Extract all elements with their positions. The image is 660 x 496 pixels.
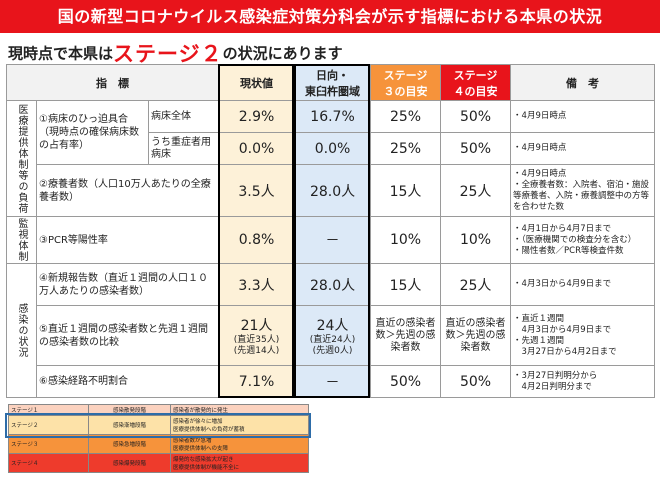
- indicator-unknown-route: ⑥感染経路不明割合: [35, 365, 220, 398]
- stage3-threshold: 15人: [370, 164, 442, 217]
- legend-phase: 感染急増段階: [88, 434, 171, 454]
- stage4-threshold: 50%: [440, 365, 512, 398]
- legend-phase: 感染爆発段階: [88, 453, 171, 473]
- current-stage-text: ステージ２: [113, 42, 223, 66]
- remark: ・3月27日判明分から 4月2日判明分まで: [510, 365, 656, 398]
- category-medical: 医療提供体制等の負荷: [6, 100, 37, 217]
- table-row: 医療提供体制等の負荷 ①病床のひっ迫具合（現時点の確保病床数の占有率） 病床全体…: [6, 100, 656, 217]
- stage4-threshold: 50%: [440, 100, 512, 133]
- table-row: ⑤直近１週間の感染者数と先週１週間の感染者数の比較 21人 (直近35人) (先…: [7, 305, 656, 366]
- stage4-threshold: 25人: [440, 263, 512, 306]
- remark: ・4月3日から4月9日まで: [510, 263, 656, 306]
- header-stage3: ステージ ３の目安: [370, 64, 442, 101]
- table-row: ⑥感染経路不明割合 7.1% － 50% 50% ・3月27日判明分から 4月2…: [7, 365, 656, 398]
- legend-row: ステージ４ 感染爆発段階 爆発的な感染拡大が起き 医療提供体制が機能不全に: [8, 453, 309, 473]
- table-row: 感染の状況 ④新規報告数（直近１週間の人口１０万人あたりの感染者数） 3.3人 …: [6, 263, 656, 398]
- remark: ・4月1日から4月7日まで ・（医療機関での検査分を含む） ・陽性者数／PCR等…: [510, 216, 656, 264]
- hyuga-value: 28.0人: [294, 263, 372, 306]
- stage3-threshold: 25%: [370, 100, 442, 133]
- current-value: 3.5人: [218, 164, 296, 217]
- status-subtitle: 現時点で本県はステージ２の状況にあります: [8, 38, 343, 66]
- current-value: 0.8%: [218, 216, 296, 264]
- remark: ・4月9日時点 ・全療養者数：入院者、宿泊・施設等療養者、入院・療養調整中の方等…: [510, 164, 656, 217]
- stage3-threshold: 10%: [370, 216, 442, 264]
- category-monitor: 監視体制: [6, 216, 37, 264]
- header-indicator: 指 標: [5, 64, 220, 101]
- table-row: うち重症者用病床 0.0% 0.0% 25% 50% ・4月9日時点: [7, 132, 656, 165]
- subtitle-prefix: 現時点で本県は: [8, 44, 114, 63]
- stage3-threshold: 25%: [370, 132, 442, 165]
- stage3-threshold: 直近の感染者数＞先週の感染者数: [370, 305, 442, 366]
- table-row: 監視体制 ③PCR等陽性率 0.8% － 10% 10% ・4月1日から4月7日…: [6, 216, 656, 264]
- indicator-bed-occupancy: ①病床のひっ迫具合（現時点の確保病床数の占有率）: [36, 100, 149, 165]
- legend-desc: 爆発的な感染拡大が起き 医療提供体制が機能不全に: [170, 453, 309, 473]
- stage-legend: ステージ１ 感染散発段階 感染者が散発的に発生 ステージ２ 感染漸増段階 感染者…: [8, 404, 309, 473]
- hyuga-value: －: [294, 216, 372, 264]
- hyuga-value: 28.0人: [294, 164, 372, 217]
- subtitle-suffix: の状況にあります: [222, 44, 343, 63]
- indicator-table: 指 標 現状値 日向・ 東臼杵圏域 ステージ ３の目安 ステージ ４の目安 備 考 医…: [5, 64, 656, 398]
- legend-desc: 感染者が徐々に増加 医療提供体制への負荷が蓄積: [170, 415, 309, 435]
- stage3-threshold: 50%: [370, 365, 442, 398]
- hyuga-value: 24人 (直近24人) (先週0人): [294, 305, 372, 366]
- indicator-weekly-compare: ⑤直近１週間の感染者数と先週１週間の感染者数の比較: [35, 305, 220, 366]
- stage4-threshold: 25人: [440, 164, 512, 217]
- header-stage4: ステージ ４の目安: [440, 64, 512, 101]
- remark: ・直近１週間 4月3日から4月9日まで ・先週１週間 3月27日から4月2日まで: [510, 305, 656, 366]
- legend-desc: 感染者が散発的に発生: [170, 404, 309, 416]
- legend-row: ステージ２ 感染漸増段階 感染者が徐々に増加 医療提供体制への負荷が蓄積: [8, 415, 309, 435]
- current-value: 3.3人: [218, 263, 296, 306]
- stage4-threshold: 50%: [440, 132, 512, 165]
- current-value: 7.1%: [218, 365, 296, 398]
- legend-row: ステージ３ 感染急増段階 感染者数が急増 医療提供体制への支障: [8, 434, 309, 454]
- legend-stage: ステージ２: [8, 415, 89, 435]
- hyuga-value: 16.7%: [294, 100, 372, 133]
- stage3-threshold: 15人: [370, 263, 442, 306]
- current-value: 21人 (直近35人) (先週14人): [218, 305, 296, 366]
- hyuga-value: －: [294, 365, 372, 398]
- legend-stage: ステージ３: [8, 434, 89, 454]
- sub-all-beds: 病床全体: [147, 100, 220, 133]
- legend-row: ステージ１ 感染散発段階 感染者が散発的に発生: [8, 404, 309, 416]
- table-header-row: 指 標 現状値 日向・ 東臼杵圏域 ステージ ３の目安 ステージ ４の目安 備 考: [5, 64, 656, 101]
- hyuga-value: 0.0%: [294, 132, 372, 165]
- category-infection: 感染の状況: [6, 263, 37, 398]
- indicator-patients: ②療養者数（人口10万人あたりの全療養者数）: [35, 164, 220, 217]
- legend-phase: 感染漸増段階: [88, 415, 171, 435]
- legend-phase: 感染散発段階: [88, 404, 171, 416]
- current-value: 2.9%: [218, 100, 296, 133]
- legend-stage: ステージ１: [8, 404, 89, 416]
- header-hyuga: 日向・ 東臼杵圏域: [294, 64, 372, 101]
- sub-severe-beds: うち重症者用病床: [147, 132, 220, 165]
- table-row: ②療養者数（人口10万人あたりの全療養者数） 3.5人 28.0人 15人 25…: [7, 164, 656, 217]
- remark: ・4月9日時点: [510, 100, 656, 133]
- remark: ・4月9日時点: [510, 132, 656, 165]
- indicator-new-reports: ④新規報告数（直近１週間の人口１０万人あたりの感染者数）: [35, 263, 220, 306]
- legend-desc: 感染者数が急増 医療提供体制への支障: [170, 434, 309, 454]
- indicator-pcr: ③PCR等陽性率: [35, 216, 220, 264]
- stage4-threshold: 10%: [440, 216, 512, 264]
- legend-stage: ステージ４: [8, 453, 89, 473]
- header-current: 現状値: [218, 64, 296, 101]
- stage4-threshold: 直近の感染者数＞先週の感染者数: [440, 305, 512, 366]
- current-value: 0.0%: [218, 132, 296, 165]
- page-banner: 国の新型コロナウイルス感染症対策分科会が示す指標における本県の状況: [0, 0, 660, 33]
- header-remarks: 備 考: [510, 64, 656, 101]
